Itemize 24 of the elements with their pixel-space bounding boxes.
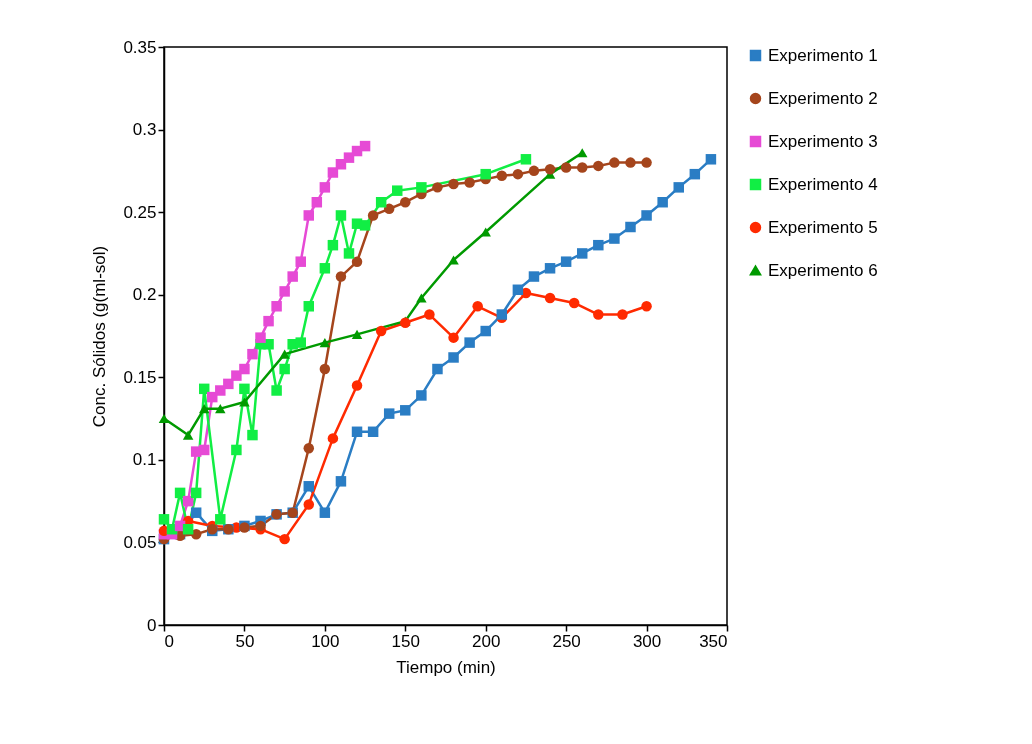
legend-label: Experimento 5: [768, 217, 878, 237]
y-tick-label: 0.05: [123, 532, 157, 552]
x-tick-label: 150: [391, 631, 420, 651]
x-tick-label: 250: [552, 631, 581, 651]
legend-label: Experimento 6: [768, 260, 878, 280]
legend-label: Experimento 2: [768, 88, 878, 108]
y-tick-label: 0: [147, 615, 157, 635]
y-tick-label: 0.35: [123, 37, 157, 57]
y-tick-label: 0.2: [132, 285, 157, 305]
y-tick-label: 0.25: [123, 202, 157, 222]
x-tick-label: 0: [164, 631, 174, 651]
y-axis-title: Conc. Sólidos (g(ml-sol): [90, 245, 110, 428]
legend-label: Experimento 4: [768, 174, 878, 194]
x-axis-title: Tiempo (min): [396, 657, 496, 677]
legend-label: Experimento 3: [768, 131, 878, 151]
x-tick-label: 350: [699, 631, 728, 651]
x-tick-label: 200: [472, 631, 501, 651]
x-tick-label: 100: [311, 631, 340, 651]
y-tick-label: 0.3: [132, 120, 157, 140]
x-tick-label: 300: [632, 631, 662, 651]
y-tick-label: 0.15: [123, 367, 157, 387]
x-tick-label: 50: [235, 631, 255, 651]
y-tick-label: 0.1: [132, 450, 157, 470]
legend-label: Experimento 1: [768, 45, 878, 65]
